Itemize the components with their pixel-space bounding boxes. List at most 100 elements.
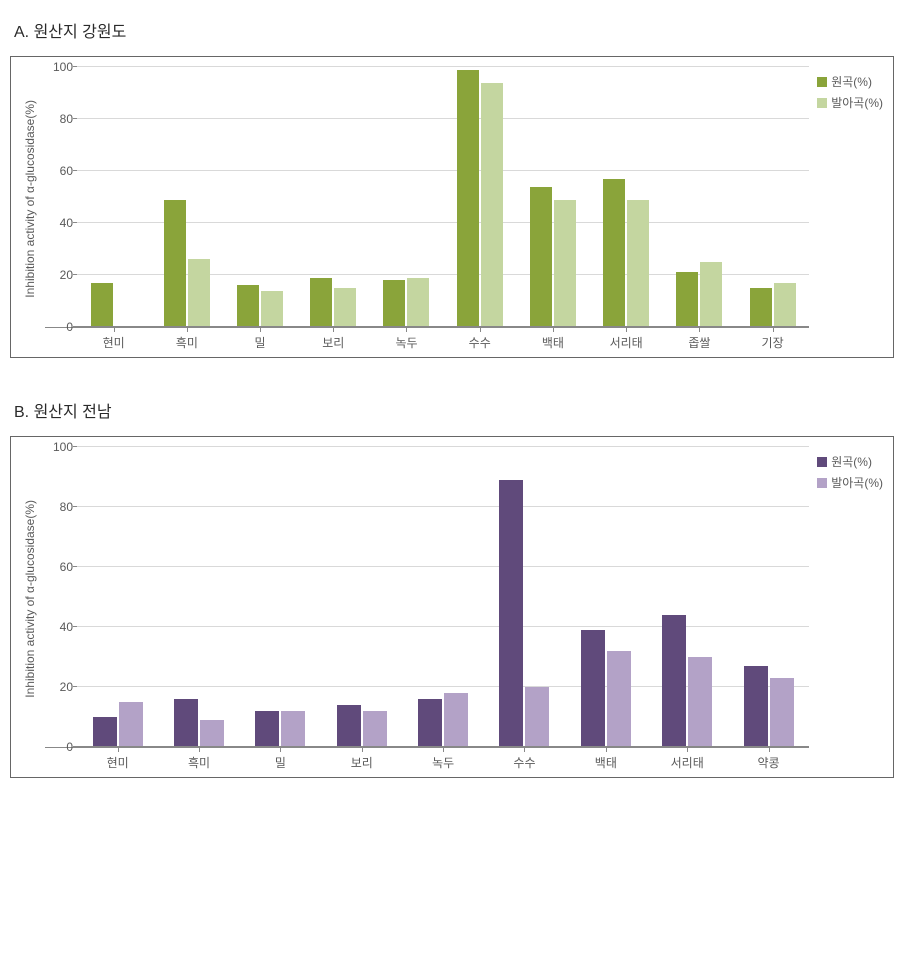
bar <box>310 278 332 327</box>
bar <box>607 651 631 747</box>
ytick-label: 60 <box>45 164 73 178</box>
chart-b-legend: 원곡(%) 발아곡(%) <box>817 453 883 495</box>
legend-swatch <box>817 77 827 87</box>
ytick-label: 20 <box>45 680 73 694</box>
chart-a-legend: 원곡(%) 발아곡(%) <box>817 73 883 115</box>
xlabel: 서리태 <box>647 754 728 771</box>
section-a-title: A. 원산지 강원도 <box>14 18 894 42</box>
xlabel: 백태 <box>565 754 646 771</box>
category-group <box>402 447 483 747</box>
xtick-mark <box>114 327 115 332</box>
legend-swatch <box>817 457 827 467</box>
chart-b-ylabel: Inhibition activity of α-glucosidase(%) <box>21 500 39 698</box>
xtick-mark <box>687 747 688 752</box>
xtick-mark <box>524 747 525 752</box>
xlabel: 녹두 <box>370 334 443 351</box>
chart-a-frame: Inhibition activity of α-glucosidase(%) … <box>10 56 894 358</box>
bar <box>774 283 796 327</box>
bar <box>407 278 429 327</box>
chart-a-ylabel: Inhibition activity of α-glucosidase(%) <box>21 100 39 298</box>
ytick-label: 0 <box>45 320 73 334</box>
category-group <box>77 447 158 747</box>
bar <box>188 259 210 327</box>
category-group <box>565 447 646 747</box>
chart-b-plot: 020406080100 <box>45 447 809 748</box>
xtick-mark <box>199 747 200 752</box>
xlabel: 보리 <box>321 754 402 771</box>
xlabel: 밀 <box>240 754 321 771</box>
bar <box>261 291 283 327</box>
section-b-title: B. 원산지 전남 <box>14 398 894 422</box>
bar <box>383 280 405 327</box>
xtick-mark <box>362 747 363 752</box>
xlabel: 약콩 <box>728 754 809 771</box>
xlabel: 녹두 <box>402 754 483 771</box>
category-group <box>484 447 565 747</box>
legend-label: 발아곡(%) <box>831 474 883 491</box>
category-group <box>590 67 663 327</box>
bar <box>337 705 361 747</box>
category-group <box>297 67 370 327</box>
xtick-mark <box>626 327 627 332</box>
bar <box>603 179 625 327</box>
bar <box>499 480 523 747</box>
xtick-mark <box>260 327 261 332</box>
xtick-mark <box>118 747 119 752</box>
bar <box>444 693 468 747</box>
ytick-label: 0 <box>45 740 73 754</box>
xtick-mark <box>773 327 774 332</box>
category-group <box>736 67 809 327</box>
ytick-label: 40 <box>45 620 73 634</box>
xlabel: 수수 <box>443 334 516 351</box>
bar <box>700 262 722 327</box>
ytick-label: 80 <box>45 112 73 126</box>
ytick-label: 80 <box>45 500 73 514</box>
xtick-mark <box>443 747 444 752</box>
category-group <box>321 447 402 747</box>
bar <box>174 699 198 747</box>
bar <box>363 711 387 747</box>
xtick-mark <box>553 327 554 332</box>
bar <box>581 630 605 747</box>
bar <box>200 720 224 747</box>
xtick-mark <box>333 327 334 332</box>
bar <box>164 200 186 327</box>
bar <box>481 83 503 327</box>
bars-row <box>77 447 809 747</box>
ytick-label: 100 <box>45 60 73 74</box>
chart-b-frame: Inhibition activity of α-glucosidase(%) … <box>10 436 894 778</box>
xtick-mark <box>280 747 281 752</box>
legend-swatch <box>817 478 827 488</box>
bar <box>525 687 549 747</box>
ytick-label: 60 <box>45 560 73 574</box>
bar <box>627 200 649 327</box>
legend-label: 원곡(%) <box>831 453 872 470</box>
category-group <box>77 67 150 327</box>
bar <box>530 187 552 327</box>
category-group <box>150 67 223 327</box>
xlabel: 밀 <box>223 334 296 351</box>
baseline <box>77 326 809 327</box>
xlabel: 수수 <box>484 754 565 771</box>
xlabel: 현미 <box>77 754 158 771</box>
bar <box>91 283 113 327</box>
bar <box>744 666 768 747</box>
legend-item: 발아곡(%) <box>817 94 883 111</box>
category-group <box>240 447 321 747</box>
legend-item: 원곡(%) <box>817 73 883 90</box>
xlabel: 현미 <box>77 334 150 351</box>
bar <box>334 288 356 327</box>
xlabel: 흑미 <box>158 754 239 771</box>
bar <box>554 200 576 327</box>
chart-b-xlabels: 현미흑미밀보리녹두수수백태서리태약콩 <box>77 754 809 771</box>
bar <box>662 615 686 747</box>
bar <box>281 711 305 747</box>
category-group <box>158 447 239 747</box>
xtick-mark <box>699 327 700 332</box>
ytick-label: 40 <box>45 216 73 230</box>
baseline <box>77 746 809 747</box>
category-group <box>663 67 736 327</box>
xlabel: 백태 <box>516 334 589 351</box>
bar <box>119 702 143 747</box>
chart-a-plot: 020406080100 <box>45 67 809 328</box>
